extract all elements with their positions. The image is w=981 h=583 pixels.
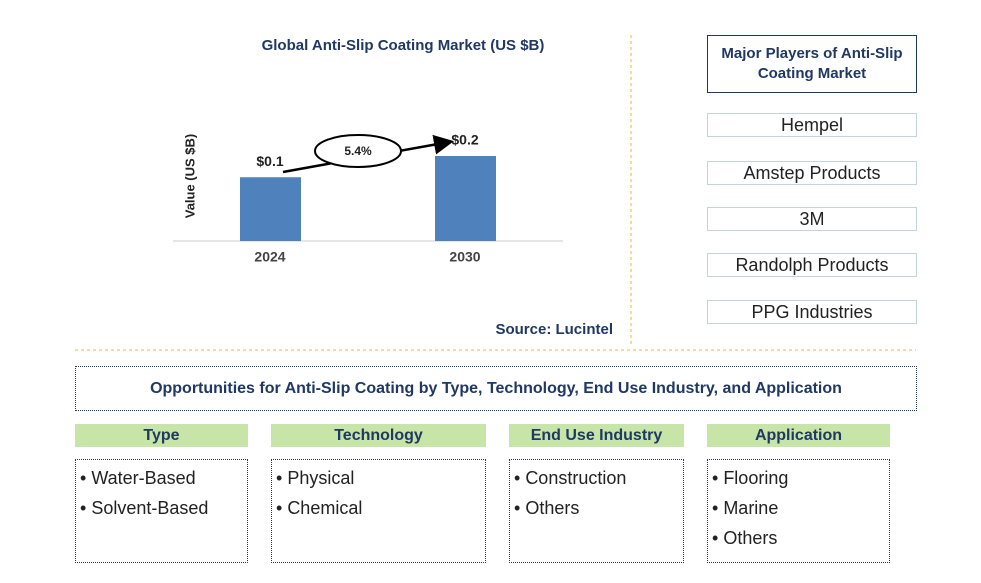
segment-item: Physical — [276, 463, 485, 493]
segment-box: ConstructionOthers — [509, 459, 684, 563]
player: 3M — [707, 207, 917, 231]
segment-item: Solvent-Based — [80, 493, 247, 523]
bar — [240, 177, 301, 241]
segment-header: End Use Industry — [509, 424, 684, 447]
opportunities-title: Opportunities for Anti-Slip Coating by T… — [75, 366, 917, 411]
segment-item: Construction — [514, 463, 683, 493]
segment-header: Application — [707, 424, 890, 447]
segment-box: FlooringMarineOthers — [707, 459, 890, 563]
player: Amstep Products — [707, 161, 917, 185]
segment-item: Marine — [712, 493, 889, 523]
segment-item: Others — [514, 493, 683, 523]
bar — [435, 156, 496, 241]
growth-ellipse — [314, 134, 402, 168]
source: Source: Lucintel — [495, 321, 613, 338]
player: Randolph Products — [707, 253, 917, 277]
segment-item: Others — [712, 523, 889, 553]
value-label: $0.2 — [451, 132, 478, 148]
segment-header: Technology — [271, 424, 486, 447]
chart-title: Global Anti-Slip Coating Market (US $B) — [262, 37, 545, 54]
player: Hempel — [707, 113, 917, 137]
segment-header: Type — [75, 424, 248, 447]
y-axis-label: Value (US $B) — [182, 134, 197, 219]
segment-item: Water-Based — [80, 463, 247, 493]
players-title: Major Players of Anti-Slip Coating Marke… — [707, 35, 917, 93]
growth-label: 5.4% — [344, 144, 372, 158]
segment-item: Chemical — [276, 493, 485, 523]
segment-box: PhysicalChemical — [271, 459, 486, 563]
segment-box: Water-BasedSolvent-Based — [75, 459, 248, 563]
player: PPG Industries — [707, 300, 917, 324]
value-label: $0.1 — [256, 153, 283, 169]
x-tick-label: 2030 — [449, 249, 480, 265]
x-tick-label: 2024 — [254, 249, 285, 265]
segment-item: Flooring — [712, 463, 889, 493]
